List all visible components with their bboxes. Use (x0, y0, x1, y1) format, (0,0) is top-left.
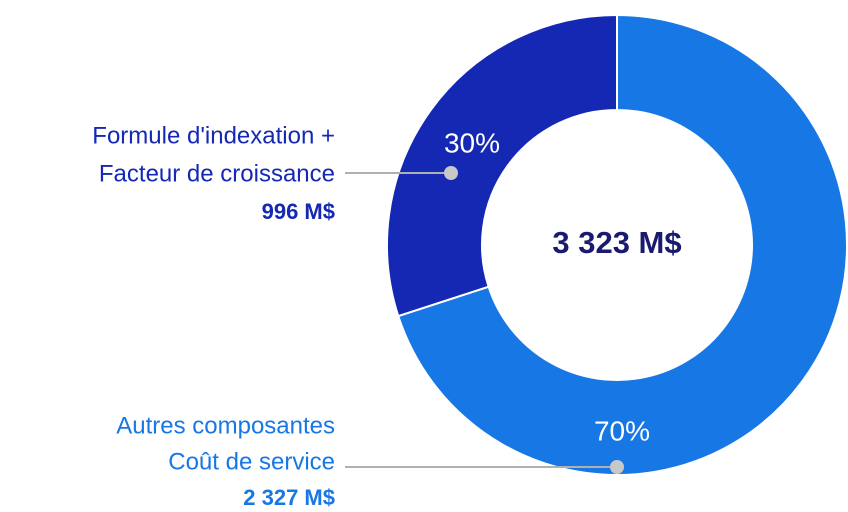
category-label: Facteur de croissance (99, 160, 335, 187)
category-label: Formule d'indexation + (92, 122, 335, 149)
center-label: 3 323 M$ (552, 225, 681, 260)
amount-label: 2 327 M$ (243, 485, 335, 510)
category-label: Autres composantes (116, 412, 335, 439)
amount-label: 996 M$ (262, 199, 335, 224)
leader-dot (444, 166, 458, 180)
donut-slice (396, 13, 848, 476)
category-label: Coût de service (168, 448, 335, 475)
percent-label: 70% (594, 415, 650, 446)
leader-dot (610, 460, 624, 474)
donut-slice (386, 13, 618, 318)
percent-label: 30% (444, 127, 500, 158)
